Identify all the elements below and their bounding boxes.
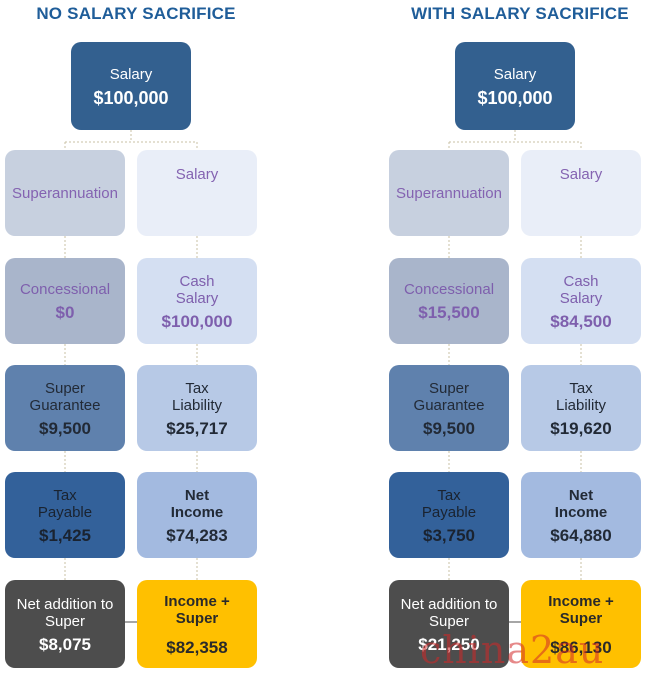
box-label: Salary xyxy=(109,65,153,83)
box-label: Tax Liability xyxy=(171,379,223,414)
with-salary-sacrifice-column: WITH SALARY SACRIFICE Salary $100,000 Su… xyxy=(389,0,652,675)
superannuation-box: Superannuation xyxy=(5,150,125,236)
concessional-box: Concessional $15,500 xyxy=(389,258,509,344)
tax-payable-box: Tax Payable $3,750 xyxy=(389,472,509,558)
box-label: Income + Super xyxy=(548,592,614,627)
superannuation-box: Superannuation xyxy=(389,150,509,236)
box-value: $25,717 xyxy=(166,418,228,438)
box-label: Salary xyxy=(559,166,603,183)
cash-salary-box: Cash Salary $100,000 xyxy=(137,258,257,344)
super-guarantee-box: Super Guarantee $9,500 xyxy=(5,365,125,451)
income-plus-super-box: Income + Super $82,358 xyxy=(137,580,257,668)
salary-box: Salary xyxy=(137,150,257,236)
box-label: Salary xyxy=(493,65,537,83)
box-value: $9,500 xyxy=(39,418,91,438)
box-value: $74,283 xyxy=(166,525,228,545)
box-label: Tax Payable xyxy=(37,486,93,521)
box-label: Concessional xyxy=(403,281,495,298)
box-label: Net Income xyxy=(170,486,224,521)
box-value: $21,250 xyxy=(418,634,480,654)
box-value: $100,000 xyxy=(93,87,169,108)
box-value: $100,000 xyxy=(477,87,553,108)
box-value: $8,075 xyxy=(39,634,91,654)
no-salary-sacrifice-column: NO SALARY SACRIFICE Salary $100,000 Supe… xyxy=(5,0,275,675)
net-income-box: Net Income $64,880 xyxy=(521,472,641,558)
box-label: Net Income xyxy=(554,486,608,521)
income-plus-super-box: Income + Super $86,130 xyxy=(521,580,641,668)
salary-top-box: Salary $100,000 xyxy=(455,42,575,130)
column-heading: WITH SALARY SACRIFICE xyxy=(411,4,629,23)
salary-box: Salary xyxy=(521,150,641,236)
box-label: Cash Salary xyxy=(559,272,603,307)
box-label: Salary xyxy=(175,166,219,183)
tax-payable-box: Tax Payable $1,425 xyxy=(5,472,125,558)
box-value: $86,130 xyxy=(550,637,612,657)
box-value: $3,750 xyxy=(423,525,475,545)
box-label: Super Guarantee xyxy=(29,379,101,414)
super-guarantee-box: Super Guarantee $9,500 xyxy=(389,365,509,451)
box-label: Concessional xyxy=(19,281,111,298)
box-label: Superannuation xyxy=(396,184,502,202)
concessional-box: Concessional $0 xyxy=(5,258,125,344)
box-value: $82,358 xyxy=(166,637,228,657)
net-addition-to-super-box: Net addition to Super $8,075 xyxy=(5,580,125,668)
box-value: $0 xyxy=(55,303,75,322)
box-label: Cash Salary xyxy=(175,272,219,307)
tax-liability-box: Tax Liability $19,620 xyxy=(521,365,641,451)
box-value: $9,500 xyxy=(423,418,475,438)
box-label: Tax Payable xyxy=(421,486,477,521)
net-income-box: Net Income $74,283 xyxy=(137,472,257,558)
net-addition-to-super-box: Net addition to Super $21,250 xyxy=(389,580,509,668)
box-value: $1,425 xyxy=(39,525,91,545)
column-heading: NO SALARY SACRIFICE xyxy=(36,4,236,23)
box-label: Super Guarantee xyxy=(413,379,485,414)
tax-liability-box: Tax Liability $25,717 xyxy=(137,365,257,451)
salary-top-box: Salary $100,000 xyxy=(71,42,191,130)
box-label: Tax Liability xyxy=(555,379,607,414)
box-value: $19,620 xyxy=(550,418,612,438)
box-value: $15,500 xyxy=(418,303,480,322)
box-label: Income + Super xyxy=(164,592,230,627)
box-label: Net addition to Super xyxy=(400,595,498,630)
box-value: $100,000 xyxy=(161,311,233,331)
box-label: Net addition to Super xyxy=(16,595,114,630)
cash-salary-box: Cash Salary $84,500 xyxy=(521,258,641,344)
box-value: $64,880 xyxy=(550,525,612,545)
box-label: Superannuation xyxy=(12,184,118,202)
box-value: $84,500 xyxy=(550,311,612,331)
watermark: china2au xyxy=(420,628,605,672)
